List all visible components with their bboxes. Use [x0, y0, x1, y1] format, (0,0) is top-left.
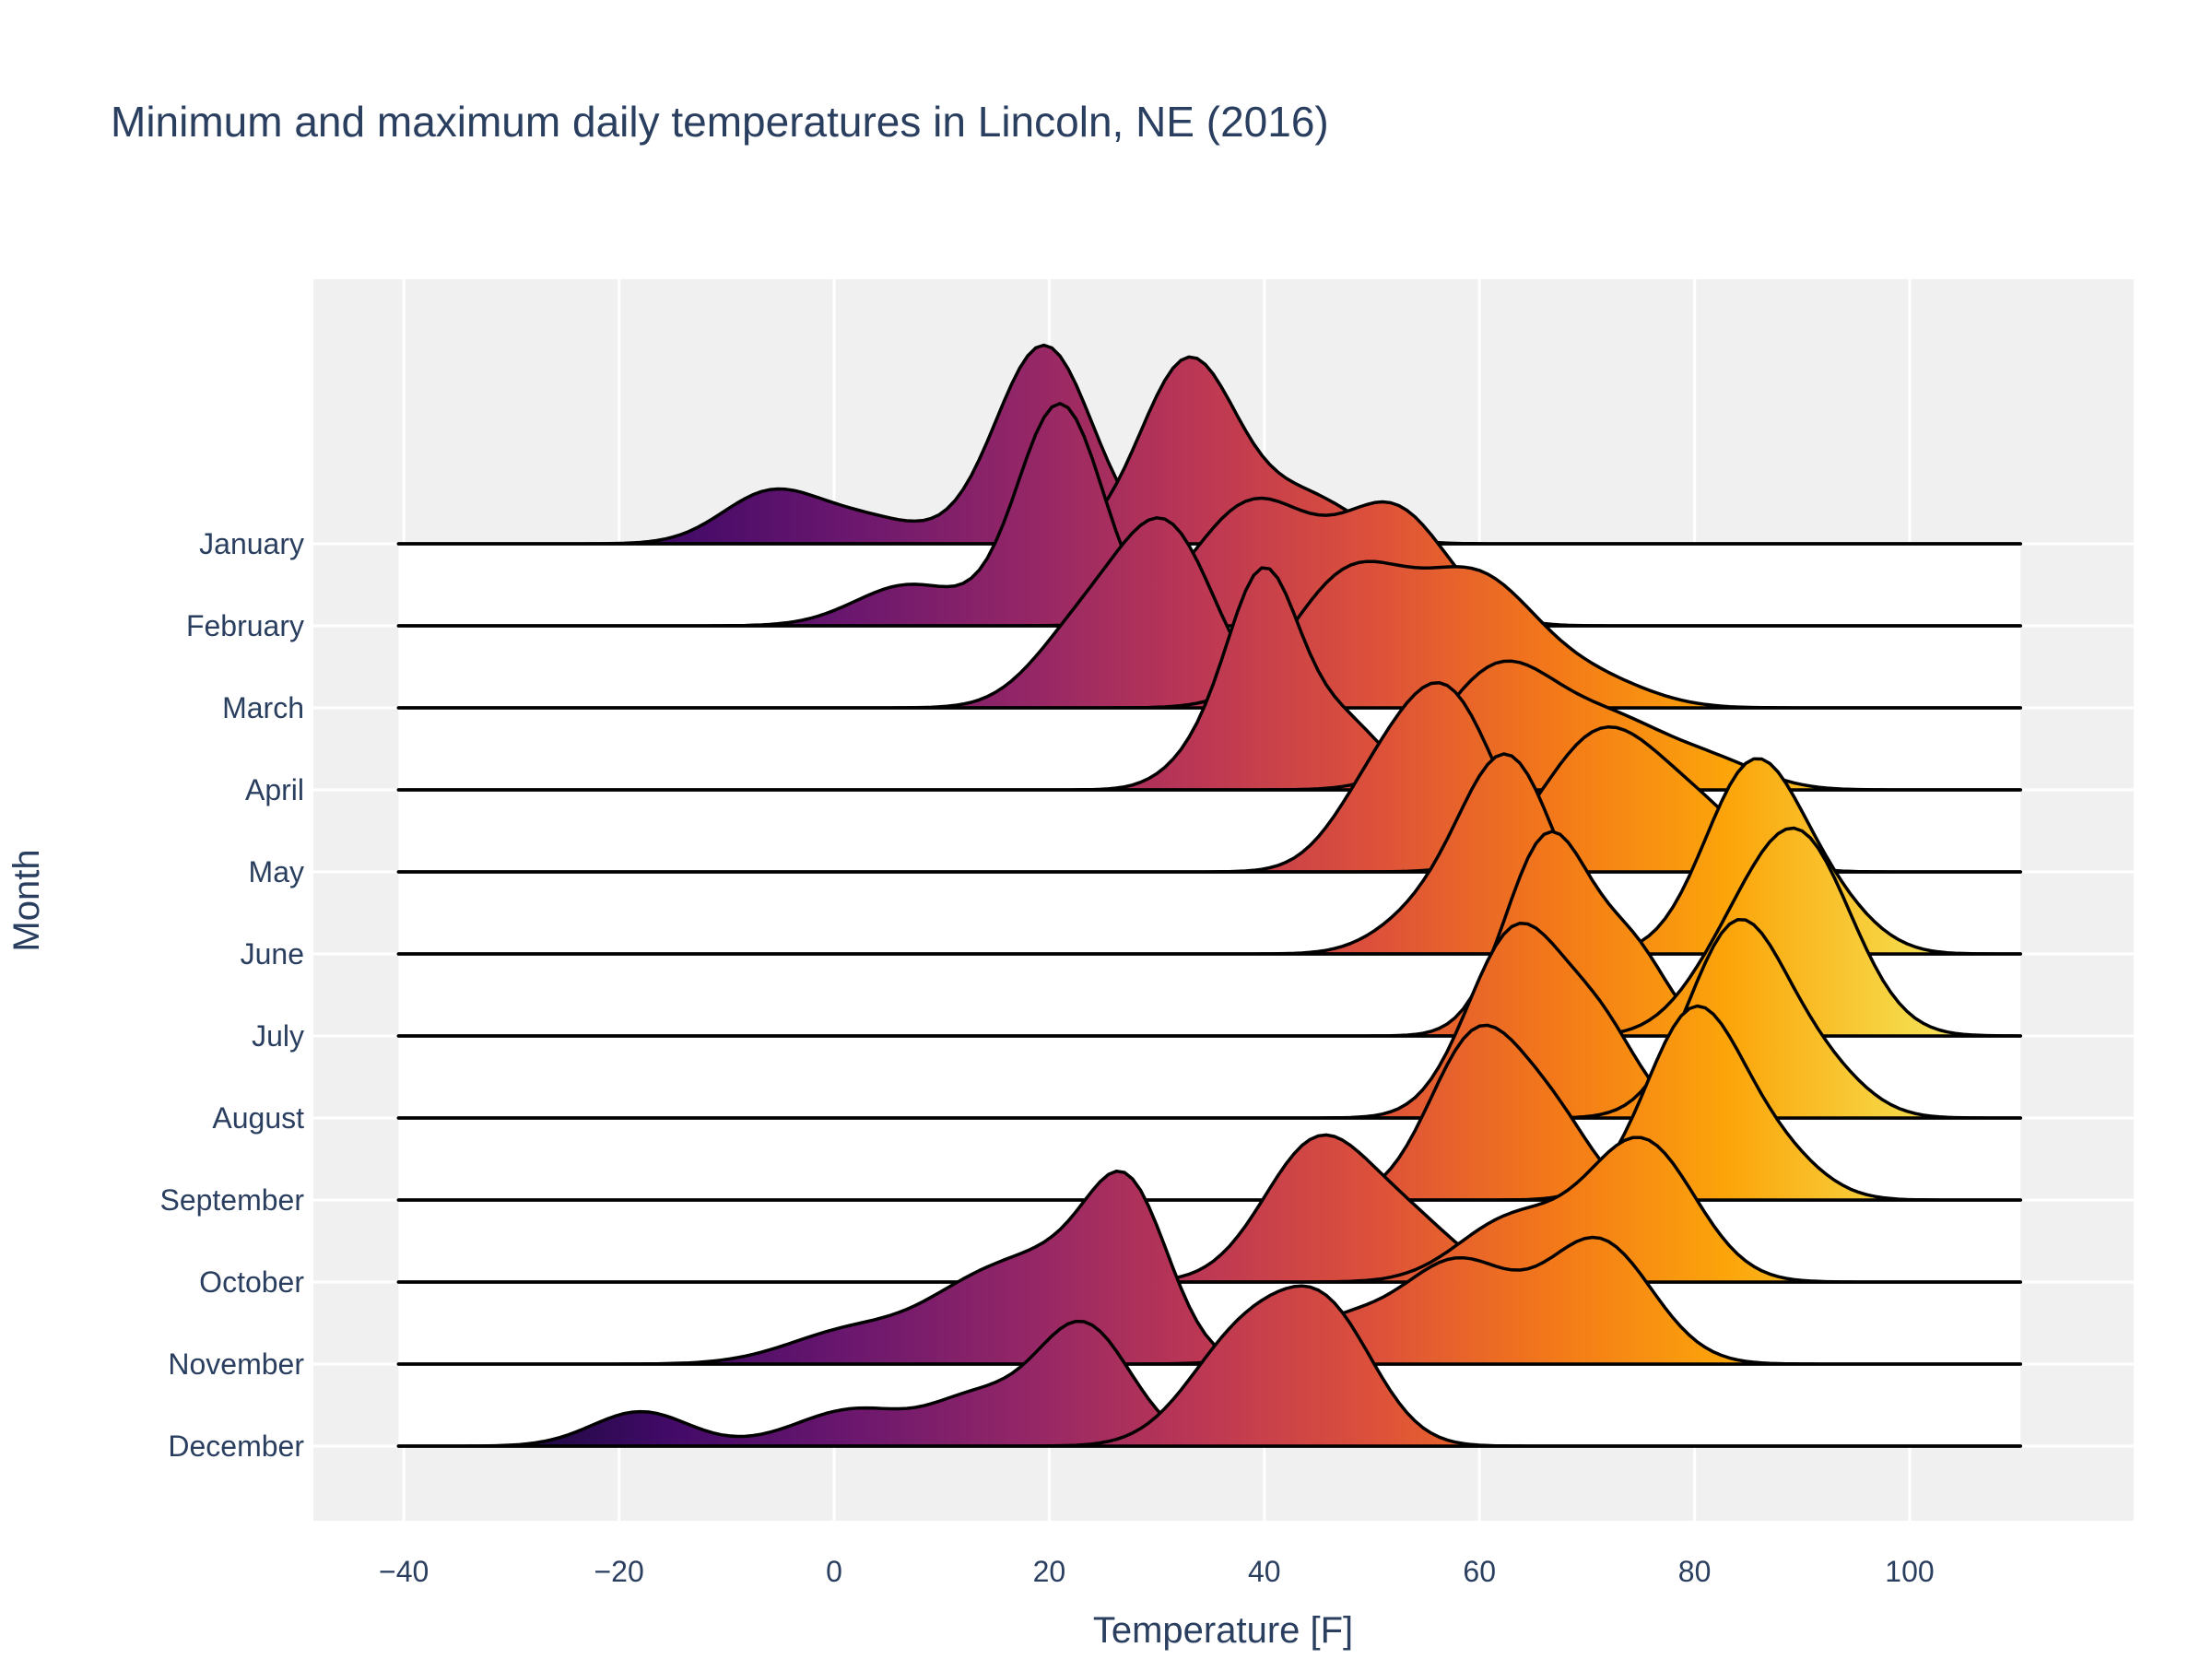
x-tick-label--40: −40 — [379, 1555, 429, 1588]
x-axis-title: Temperature [F] — [1093, 1610, 1353, 1651]
x-tick-label-20: 20 — [1033, 1555, 1066, 1588]
y-tick-label-july: July — [252, 1019, 304, 1053]
y-tick-label-june: June — [241, 937, 304, 971]
y-tick-label-march: March — [222, 691, 304, 724]
density-curve-july-max — [396, 826, 2022, 1038]
y-tick-label-january: January — [199, 527, 304, 560]
x-tick-label-40: 40 — [1248, 1555, 1281, 1588]
y-tick-label-may: May — [249, 855, 304, 888]
y-tick-label-april: April — [245, 773, 304, 806]
x-tick-label-100: 100 — [1885, 1555, 1934, 1588]
y-tick-label-november: November — [168, 1347, 304, 1381]
y-axis-title: Month — [6, 849, 47, 951]
x-tick-label-80: 80 — [1678, 1555, 1712, 1588]
density-curve-january-max — [396, 355, 2022, 546]
x-tick-label--20: −20 — [594, 1555, 643, 1588]
density-curve-december-max — [396, 1284, 2022, 1448]
y-tick-label-february: February — [186, 609, 304, 642]
x-tick-label-60: 60 — [1463, 1555, 1496, 1588]
y-tick-label-october: October — [199, 1265, 304, 1299]
y-tick-label-december: December — [168, 1430, 304, 1463]
density-trace-layer — [396, 343, 2022, 1448]
chart-title: Minimum and maximum daily temperatures i… — [111, 98, 1329, 146]
y-tick-label-september: September — [159, 1183, 304, 1217]
axis-label-layer: −40 −20 0 20 40 60 80 100 January February March Ap… — [159, 527, 1934, 1588]
x-tick-label-0: 0 — [826, 1555, 842, 1588]
y-tick-label-august: August — [212, 1101, 304, 1135]
density-curve-february-max — [396, 496, 2022, 628]
